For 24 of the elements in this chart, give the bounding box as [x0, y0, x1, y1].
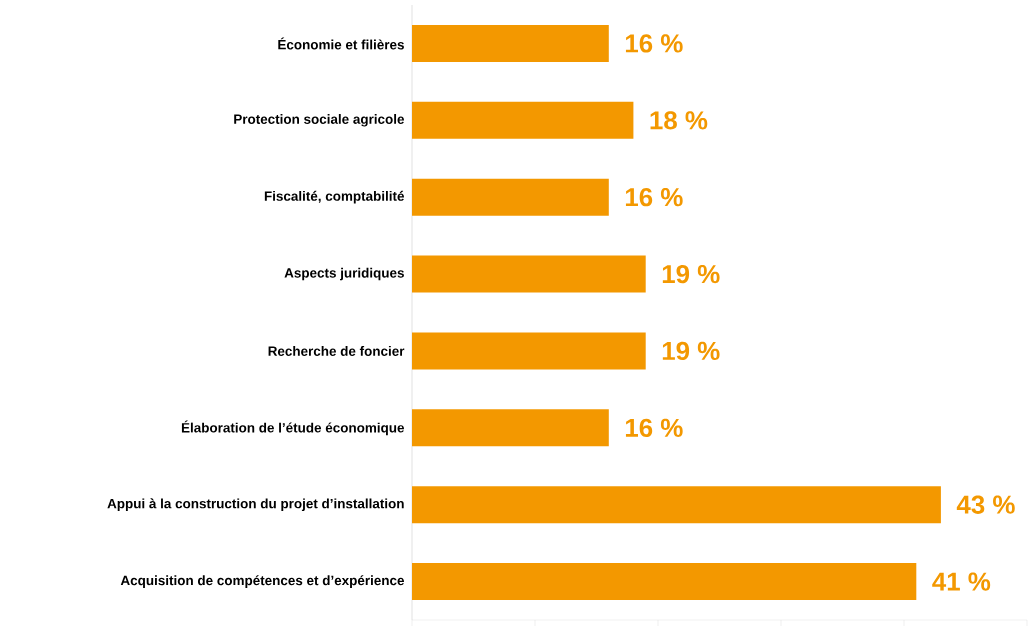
bar	[412, 178, 609, 216]
y-tick-label: Appui à la construction du projet d’installation	[107, 498, 404, 512]
data-label: 16 %	[625, 188, 683, 207]
data-label: 16 %	[625, 418, 683, 437]
data-label: 43 %	[956, 495, 1015, 514]
y-tick-label: Acquisition de compétences et d’expérience	[120, 575, 405, 588]
y-tick-label: Fiscalité, comptabilité	[264, 190, 405, 204]
y-tick-label: Recherche de foncier	[268, 346, 405, 356]
bar	[412, 255, 646, 293]
data-label: 19 %	[662, 341, 720, 361]
data-label: 41 %	[932, 572, 991, 591]
bar	[412, 24, 609, 62]
data-label: 19 %	[662, 264, 720, 284]
bar	[412, 101, 634, 139]
y-tick-label: Économie et filières	[278, 37, 404, 50]
bar	[412, 332, 646, 370]
y-tick-label: Aspects juridiques	[284, 267, 404, 281]
data-label: 18 %	[650, 111, 708, 130]
y-tick-label: Élaboration de l’étude économique	[181, 420, 405, 436]
bar	[412, 409, 609, 447]
y-tick-label: Protection sociale agricole	[234, 114, 405, 127]
data-label: 16 %	[625, 34, 683, 53]
bar	[412, 486, 941, 524]
bar	[412, 563, 917, 601]
